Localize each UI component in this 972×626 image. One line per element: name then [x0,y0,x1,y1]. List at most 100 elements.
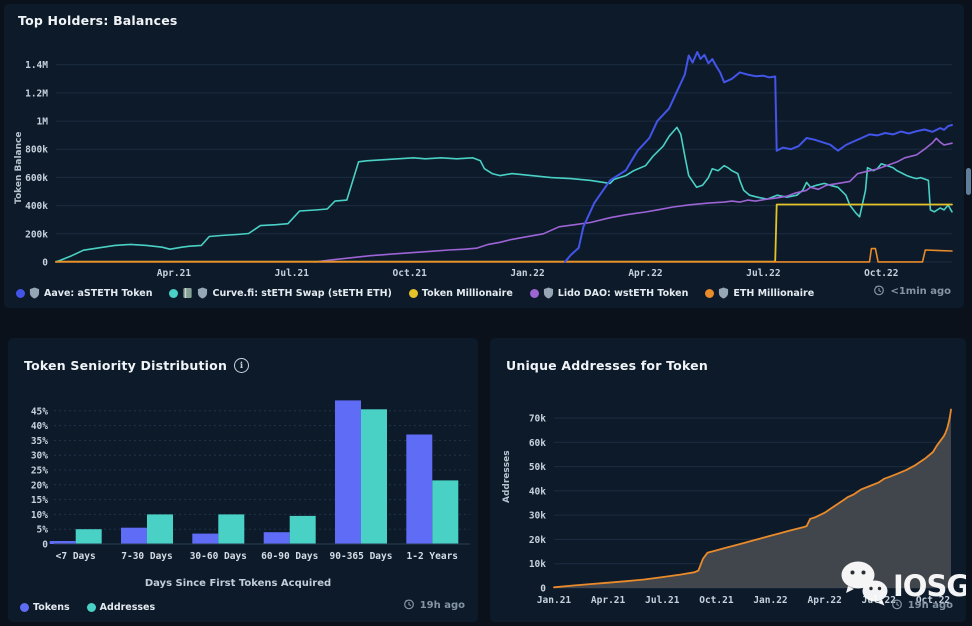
legend-color-dot [169,288,179,298]
legend-color-dot [20,603,29,612]
legend-color-dot [705,288,715,298]
y-tick-label: 0 [540,584,546,595]
unique-addresses-area-chart[interactable]: 0 10k 20k 30k 40k 50k 60k 70k Jan.21 Apr.21 Jul.21… [490,382,966,614]
bar-tokens-30-60-days[interactable] [192,533,219,544]
x-tick-label: Oct.21 [699,595,734,606]
legend-label: Lido DAO: wstETH Token [557,287,689,299]
y-tick-label: 10% [31,510,48,521]
info-icon[interactable]: i [234,358,250,373]
bar-addresses-60-90-days[interactable] [289,515,316,544]
seniority-last-updated: 19h ago [403,598,465,613]
bar-addresses-90-365-days[interactable] [361,409,387,544]
series-line-eth-millionaire[interactable] [55,247,953,263]
y-tick-label: 40k [529,486,546,497]
legend-label: Token Millionaire [421,287,513,299]
y-tick-label: 0 [42,258,48,269]
x-tick-label: Jan.22 [753,595,787,606]
y-tick-label: 30k [529,511,546,522]
unique-last-updated: 19h ago [891,598,953,613]
series-line-aave-asteth-token[interactable] [563,51,953,263]
x-tick-label: Jul.22 [746,268,780,279]
bar-tokens-7-30-days[interactable] [121,527,147,544]
y-tick-label: 20% [31,480,48,491]
x-tick-label: Jan.21 [537,595,572,606]
panel-top-holders-balances: Top Holders: Balances Token Balance 0 200… [4,4,964,308]
legend-label: Aave: aSTETH Token [44,287,153,299]
refresh-clock-icon[interactable] [873,284,885,299]
seniority-x-axis-caption: Days Since First Tokens Acquired [144,578,332,589]
x-tick-label: Oct.22 [916,595,950,606]
legend-item-eth-millionaire[interactable]: ETH Millionaire [705,287,814,299]
legend-color-dot [408,288,418,298]
legend-label: Tokens [33,602,70,613]
unique-addresses-title: Unique Addresses for Token [506,358,708,373]
x-tick-label: Apr.22 [628,268,662,279]
bar-tokens-1-2-years[interactable] [406,434,433,545]
bar-addresses-30-60-days[interactable] [218,514,245,544]
y-tick-label: 200k [25,229,48,240]
category-label: 7-30 Days [121,551,172,562]
y-tick-label: 30% [31,451,48,462]
legend-item-aave-asteth-token[interactable]: Aave: aSTETH Token [16,287,152,299]
y-tick-label: 60k [529,438,546,449]
book-icon [182,287,193,299]
y-tick-label: 1.2M [25,88,48,99]
y-tick-label: 70k [529,414,546,425]
seniority-title: Token Seniority Distribution i [24,358,250,373]
bar-tokens-7-days[interactable] [49,541,76,544]
legend-item-token-millionaire[interactable]: Token Millionaire [408,287,513,299]
refresh-clock-icon[interactable] [891,598,903,613]
refresh-clock-icon[interactable] [403,598,415,613]
bar-addresses-1-2-years[interactable] [432,480,459,544]
panel-token-seniority: Token Seniority Distribution i 0 5% 10% 15%… [8,338,478,622]
y-tick-label: 45% [31,406,48,417]
category-label: 90-365 Days [330,551,393,562]
y-tick-label: 40% [31,421,48,432]
x-tick-label: Jul.21 [645,595,680,606]
holders-line-chart[interactable]: 0 200k 400k 600k 800k 1M 1.2M 1.4M Apr.21 Jul.21 O… [4,40,964,288]
y-tick-label: 1M [37,117,49,128]
legend-item-addresses[interactable]: Addresses [86,602,156,613]
category-label: 60-90 Days [261,551,318,562]
legend-item-lido-dao-wsteth-token[interactable]: Lido DAO: wstETH Token [529,287,689,299]
y-tick-label: 25% [31,466,48,477]
category-label: 1-2 Years [407,551,458,562]
seniority-legend: Tokens Addresses [20,602,155,613]
y-tick-label: 400k [25,201,48,212]
area-fill-addresses [554,409,951,588]
holders-legend: Aave: aSTETH Token Curve.fi: stETH Swap (… [16,287,814,299]
bar-addresses-7-days[interactable] [75,529,102,544]
x-tick-label: Apr.22 [808,595,842,606]
x-tick-label: Oct.21 [393,268,428,279]
y-tick-label: 10k [529,559,546,570]
y-tick-label: 15% [31,495,48,506]
y-tick-label: 1.4M [25,60,48,71]
legend-color-dot [16,288,25,298]
bar-addresses-7-30-days[interactable] [147,514,173,544]
legend-item-curve-fi-steth-swap-steth-eth[interactable]: Curve.fi: stETH Swap (stETH ETH) [169,287,392,299]
legend-label: ETH Millionaire [733,287,815,299]
legend-label: Curve.fi: stETH Swap (stETH ETH) [212,287,392,299]
y-tick-label: 600k [25,173,48,184]
y-tick-label: 800k [25,145,48,156]
x-tick-label: Jul.21 [275,268,310,279]
category-label: 30-60 Days [190,551,247,562]
top-holders-title: Top Holders: Balances [18,13,178,28]
series-line-lido-dao-wsteth-token[interactable] [314,137,953,263]
legend-color-dot [529,288,539,298]
shield-icon [29,287,40,299]
scrollbar-thumb[interactable] [966,168,971,195]
seniority-title-text: Token Seniority Distribution [24,358,228,373]
series-line-token-millionaire[interactable] [55,203,953,263]
legend-label: Addresses [99,602,156,613]
legend-item-tokens[interactable]: Tokens [20,602,70,613]
shield-icon [543,287,554,299]
shield-icon [718,287,729,299]
series-line-addresses[interactable] [553,408,952,589]
bar-tokens-60-90-days[interactable] [263,532,290,544]
y-tick-label: 35% [31,436,48,447]
bar-tokens-90-365-days[interactable] [335,400,361,544]
category-label: <7 Days [56,551,96,562]
seniority-bar-chart[interactable]: 0 5% 10% 15% 20% 25% 30% 35% 40% 45% <7 Days 7-30 D… [8,378,478,578]
x-tick-label: Apr.21 [591,595,626,606]
